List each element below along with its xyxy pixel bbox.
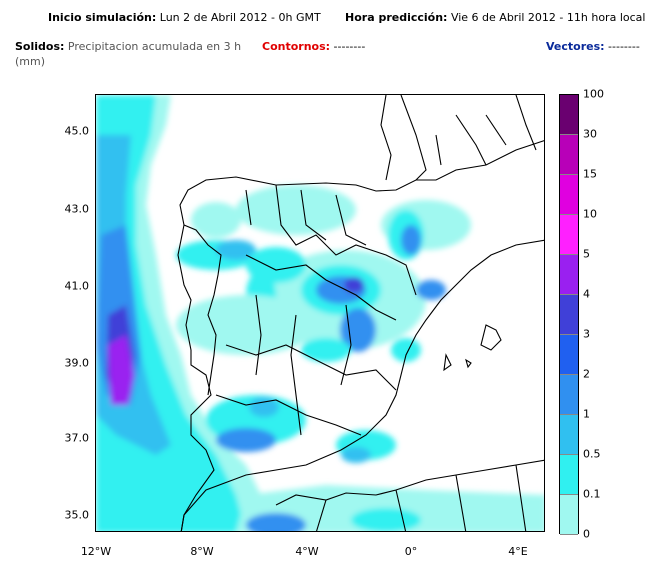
legend-label: 3: [583, 327, 590, 341]
solidos-units: (mm): [15, 55, 46, 68]
hora-label: Hora predicción:: [345, 11, 448, 24]
inicio-label: Inicio simulación:: [48, 11, 157, 24]
lat-tick: 45.0: [64, 124, 90, 138]
legend-swatch: [560, 375, 578, 415]
legend-label: 0.5: [583, 447, 601, 461]
legend-swatch: [560, 175, 578, 215]
hora-prediccion: Hora predicción: Vie 6 de Abril 2012 - 1…: [345, 11, 645, 24]
legend-swatch: [560, 415, 578, 455]
legend-label: 0.1: [583, 487, 601, 501]
legend-swatch: [560, 455, 578, 495]
inicio-value: Lun 2 de Abril 2012 - 0h GMT: [159, 11, 321, 24]
map-canvas: [96, 95, 544, 531]
lon-tick: 8°W: [190, 545, 214, 558]
legend-swatch: [560, 135, 578, 175]
lat-tick: 39.0: [64, 356, 90, 370]
lon-tick: 4°W: [295, 545, 319, 558]
legend-label: 4: [583, 287, 590, 301]
contornos-value: --------: [333, 40, 366, 53]
legend-swatch: [560, 215, 578, 255]
precipitation-map[interactable]: [95, 94, 545, 532]
legend-swatch: [560, 95, 578, 135]
lon-tick: 4°E: [508, 545, 528, 558]
legend-label: 10: [583, 207, 597, 221]
legend-label: 5: [583, 247, 590, 261]
legend-label: 15: [583, 167, 597, 181]
solidos-value: Precipitacion acumulada en 3 h: [67, 40, 242, 53]
legend-label: 0: [583, 527, 590, 541]
lat-tick: 43.0: [64, 202, 90, 216]
legend-label: 2: [583, 367, 590, 381]
legend-swatch: [560, 335, 578, 375]
hora-value: Vie 6 de Abril 2012 - 11h hora local: [450, 11, 646, 24]
lat-tick: 37.0: [64, 431, 90, 445]
legend-swatch: [560, 495, 578, 535]
legend-label: 100: [583, 87, 604, 101]
solidos-label: Solidos:: [15, 40, 65, 53]
country-borders: [177, 95, 544, 531]
vectores-value: --------: [608, 40, 640, 53]
contornos-line: Contornos: --------: [262, 40, 365, 53]
vectores-line: Vectores: --------: [546, 40, 640, 53]
precipitation-fields: [96, 95, 544, 531]
inicio-simulacion: Inicio simulación: Lun 2 de Abril 2012 -…: [48, 11, 321, 24]
color-legend: [559, 94, 579, 535]
vectores-label: Vectores:: [546, 40, 605, 53]
lat-tick: 35.0: [64, 508, 90, 522]
contornos-label: Contornos:: [262, 40, 331, 53]
legend-label: 30: [583, 127, 597, 141]
legend-label: 1: [583, 407, 590, 421]
solidos-line: Solidos: Precipitacion acumulada en 3 h: [15, 40, 241, 53]
lat-tick: 41.0: [64, 279, 90, 293]
lon-tick: 0°: [404, 545, 418, 558]
legend-swatch: [560, 255, 578, 295]
legend-swatch: [560, 295, 578, 335]
lon-tick: 12°W: [80, 545, 112, 558]
